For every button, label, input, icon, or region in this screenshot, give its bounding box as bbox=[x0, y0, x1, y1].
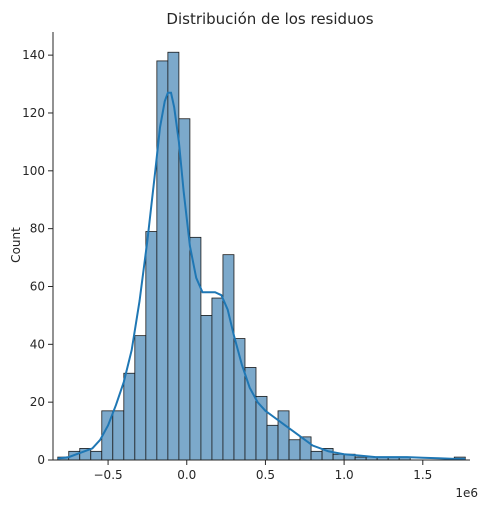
kde-curve bbox=[57, 91, 466, 461]
y-tick-label: 140 bbox=[22, 48, 45, 62]
y-axis-label: Count bbox=[9, 227, 23, 263]
x-ticks: −0.5 0.0 0.5 1.0 1.5 bbox=[94, 460, 432, 482]
histogram-bar bbox=[288, 439, 301, 461]
histogram-bar bbox=[211, 297, 224, 461]
histogram-bar bbox=[156, 60, 169, 461]
histogram-bar bbox=[178, 118, 191, 461]
histogram-bar bbox=[266, 424, 279, 461]
y-tick-label: 100 bbox=[22, 164, 45, 178]
histogram-bar bbox=[134, 335, 147, 461]
y-tick-label: 40 bbox=[30, 337, 45, 351]
y-tick-label: 20 bbox=[30, 395, 45, 409]
histogram-bar bbox=[332, 453, 345, 461]
chart-title: Distribución de los residuos bbox=[166, 10, 373, 28]
histogram-bar bbox=[277, 410, 290, 461]
histogram-bar bbox=[145, 231, 158, 461]
x-tick-label: 0.0 bbox=[177, 468, 196, 482]
histogram-bar bbox=[200, 315, 213, 461]
histogram-bar bbox=[310, 450, 323, 461]
y-ticks: 0 20 40 60 80 100 120 140 bbox=[22, 48, 53, 467]
x-tick-label: 1.5 bbox=[413, 468, 432, 482]
axes bbox=[52, 32, 470, 461]
y-tick-label: 60 bbox=[30, 279, 45, 293]
y-tick-label: 120 bbox=[22, 106, 45, 120]
histogram-bar bbox=[90, 450, 103, 461]
x-offset-label: 1e6 bbox=[455, 486, 478, 500]
histogram-bar bbox=[167, 51, 180, 461]
histogram-bar bbox=[123, 372, 136, 461]
y-tick-label: 80 bbox=[30, 222, 45, 236]
x-tick-label: −0.5 bbox=[94, 468, 123, 482]
histogram-bar bbox=[112, 410, 125, 461]
y-tick-label: 0 bbox=[37, 453, 45, 467]
x-tick-label: 0.5 bbox=[256, 468, 275, 482]
histogram-bars bbox=[57, 51, 466, 461]
x-tick-label: 1.0 bbox=[335, 468, 354, 482]
histogram-bar bbox=[222, 254, 235, 461]
